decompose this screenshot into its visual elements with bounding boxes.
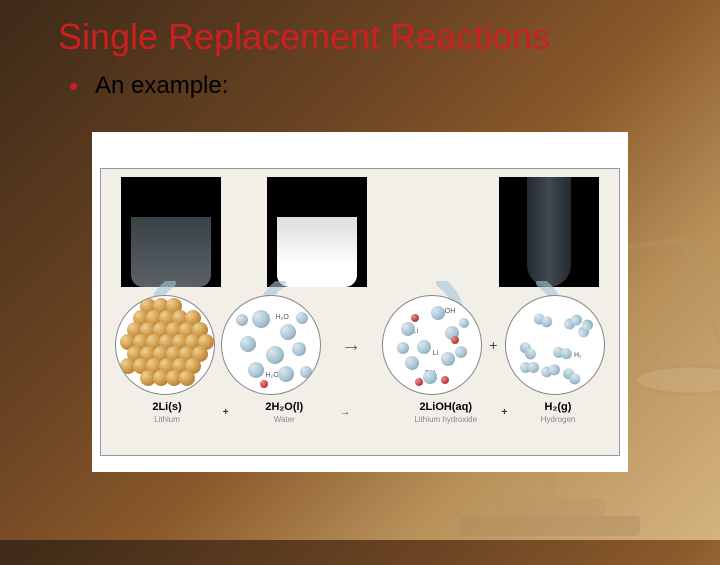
bullet-icon — [70, 83, 77, 90]
arrow-icon: → — [340, 407, 390, 418]
plus-icon: + — [487, 337, 499, 353]
circle-water: H₂O H₂O — [221, 295, 321, 395]
eq-name: Lithium hydroxide — [396, 415, 496, 424]
photo-reaction-fizzing — [267, 177, 367, 287]
plus-icon: + — [501, 407, 507, 418]
circle-hydrogen-gas: H₂ — [505, 295, 605, 395]
eq-formula: 2Li(s) — [117, 401, 217, 413]
equation-row: 2Li(s) Lithium + 2H₂O(l) Water → 2LiOH(a… — [101, 395, 619, 424]
photo-hydrogen-collection — [499, 177, 599, 287]
eq-name: Water — [234, 415, 334, 424]
molecular-diagram-row: Li H₂O H₂O → OH Li Li OH + H₂ — [101, 287, 619, 395]
reaction-arrow-icon: → — [326, 334, 376, 357]
eq-name: Hydrogen — [513, 415, 603, 424]
eq-formula: 2H₂O(l) — [234, 401, 334, 413]
bullet-text: An example: — [95, 72, 228, 100]
eq-formula: H₂(g) — [513, 401, 603, 413]
plus-icon: + — [223, 407, 229, 418]
circle-lithium-solid: Li — [115, 295, 215, 395]
circle-lithium-hydroxide: OH Li Li OH — [382, 295, 482, 395]
bullet-item: An example: — [0, 58, 720, 100]
eq-name: Lithium — [117, 415, 217, 424]
reaction-figure: Li H₂O H₂O → OH Li Li OH + H₂ 2Li(s) Lit… — [92, 132, 628, 472]
eq-formula: 2LiOH(aq) — [396, 401, 496, 413]
photo-row — [101, 169, 619, 287]
photo-lithium-in-water — [121, 177, 221, 287]
slide-title: Single Replacement Reactions — [0, 0, 720, 58]
